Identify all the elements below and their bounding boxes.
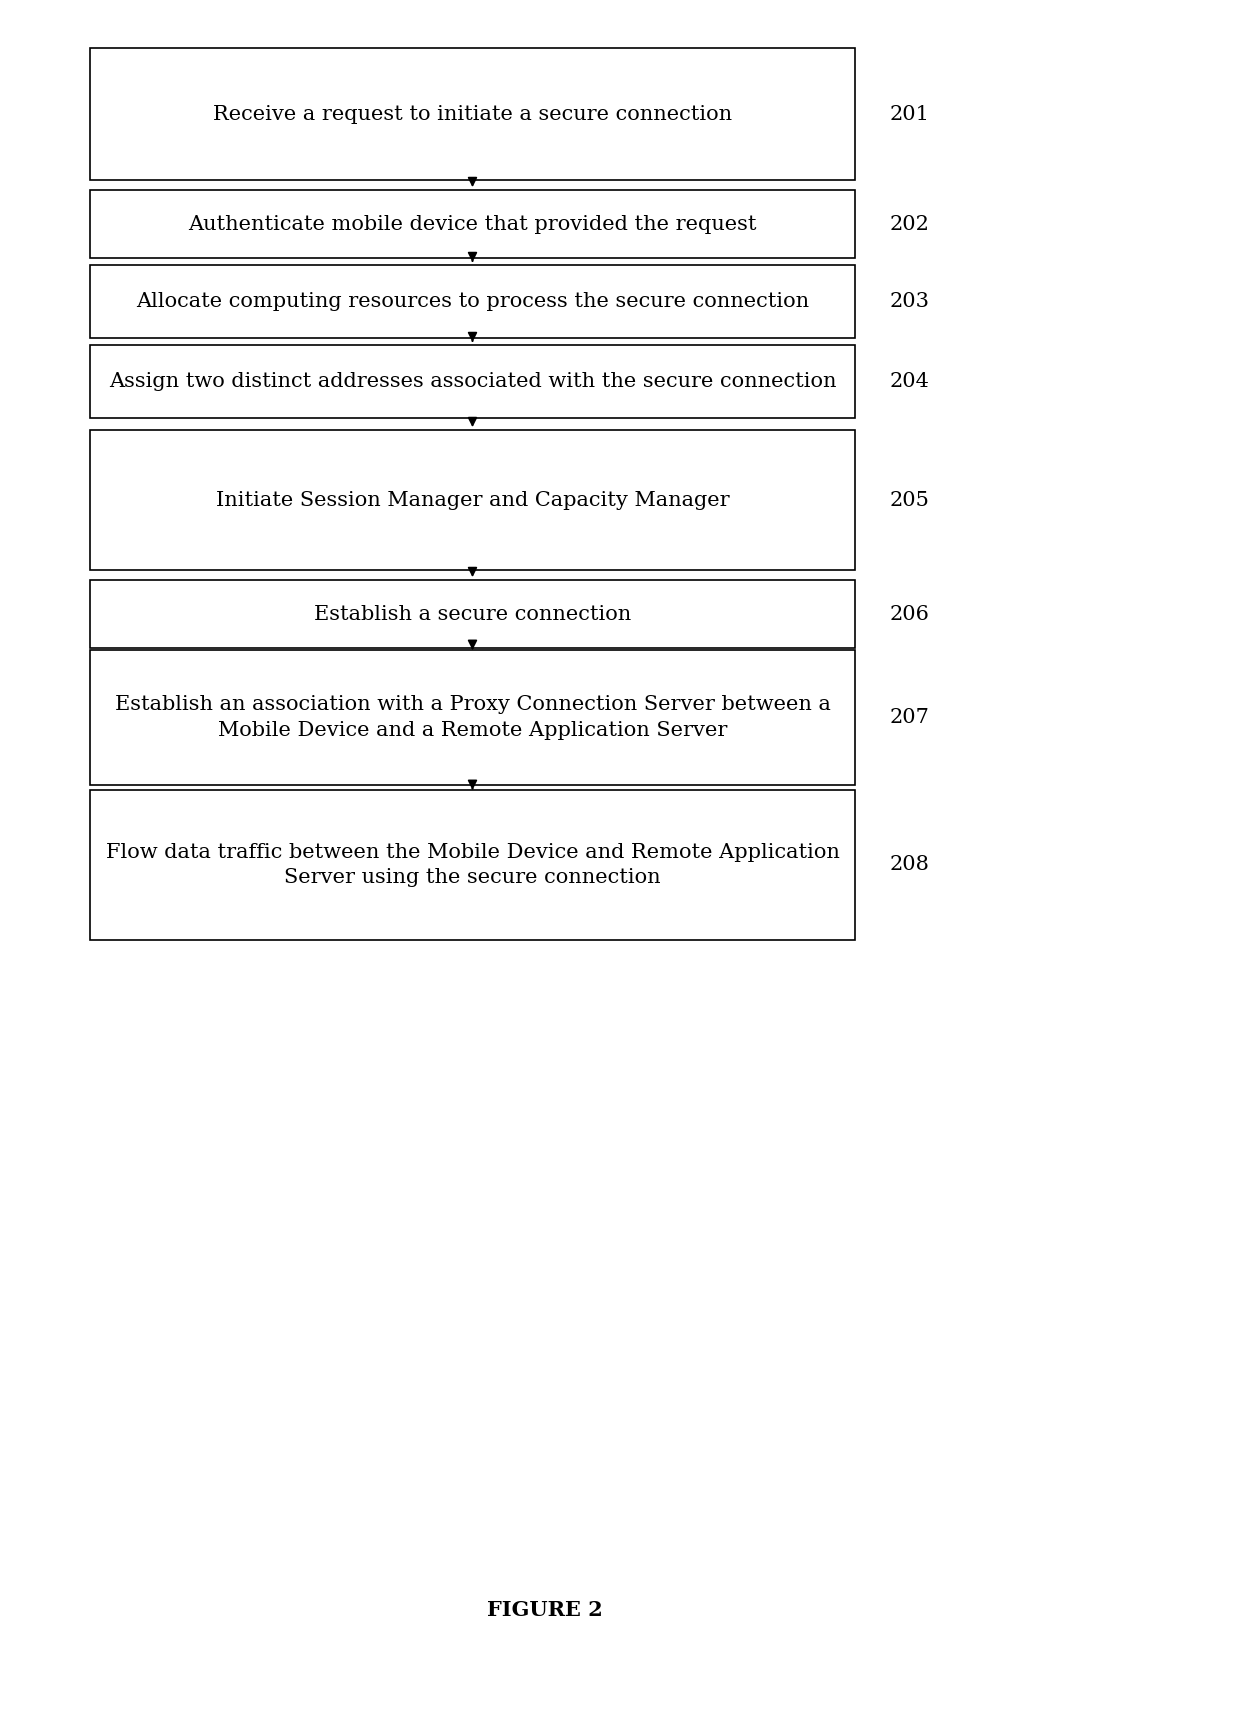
Text: 208: 208 bbox=[890, 855, 930, 874]
Text: Establish an association with a Proxy Connection Server between a
Mobile Device : Establish an association with a Proxy Co… bbox=[114, 695, 831, 740]
Text: 201: 201 bbox=[890, 105, 930, 124]
Bar bbox=[91, 346, 856, 418]
Text: FIGURE 2: FIGURE 2 bbox=[487, 1600, 603, 1620]
Text: Establish a secure connection: Establish a secure connection bbox=[314, 604, 631, 624]
Text: Receive a request to initiate a secure connection: Receive a request to initiate a secure c… bbox=[213, 105, 732, 124]
Text: Flow data traffic between the Mobile Device and Remote Application
Server using : Flow data traffic between the Mobile Dev… bbox=[105, 843, 839, 888]
Bar bbox=[91, 580, 856, 648]
Text: Authenticate mobile device that provided the request: Authenticate mobile device that provided… bbox=[188, 215, 756, 234]
Text: 204: 204 bbox=[890, 372, 930, 390]
Text: Assign two distinct addresses associated with the secure connection: Assign two distinct addresses associated… bbox=[109, 372, 836, 390]
Text: 203: 203 bbox=[890, 292, 930, 311]
Bar bbox=[91, 789, 856, 941]
Text: 202: 202 bbox=[890, 215, 930, 234]
Text: Allocate computing resources to process the secure connection: Allocate computing resources to process … bbox=[136, 292, 808, 311]
Text: 206: 206 bbox=[890, 604, 930, 624]
Bar bbox=[91, 48, 856, 181]
Bar bbox=[91, 430, 856, 569]
Bar bbox=[91, 650, 856, 784]
Text: Initiate Session Manager and Capacity Manager: Initiate Session Manager and Capacity Ma… bbox=[216, 490, 729, 509]
Text: 207: 207 bbox=[890, 709, 930, 728]
Bar bbox=[91, 265, 856, 339]
Text: 205: 205 bbox=[890, 490, 930, 509]
Bar bbox=[91, 189, 856, 258]
